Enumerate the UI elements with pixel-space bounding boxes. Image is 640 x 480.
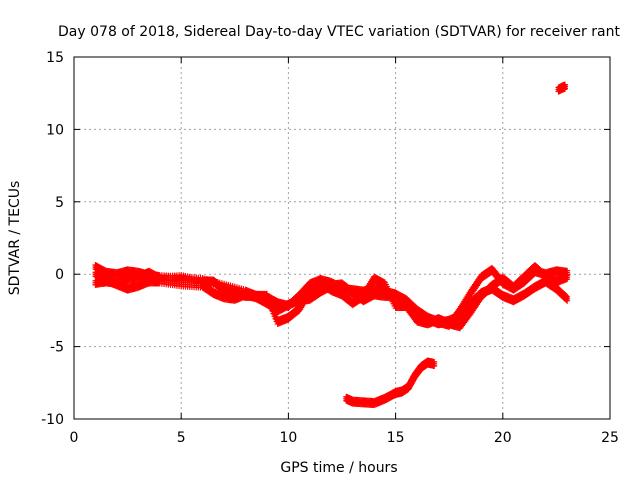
y-axis-label: SDTVAR / TECUs (7, 181, 23, 296)
y-tick-label: 5 (55, 195, 64, 211)
chart-title: Day 078 of 2018, Sidereal Day-to-day VTE… (58, 24, 620, 40)
data-point (431, 362, 438, 369)
y-tick-label: 10 (46, 122, 64, 138)
x-tick-label: 20 (494, 430, 512, 446)
data-point (564, 297, 571, 304)
plot-frame (73, 56, 611, 420)
axis-ticks (73, 56, 611, 420)
x-axis-label: GPS time / hours (280, 460, 397, 476)
data-point (563, 296, 570, 303)
data-point (561, 85, 568, 92)
data-points (92, 81, 571, 409)
x-tick-label: 5 (177, 430, 186, 446)
x-tick-label: 0 (70, 430, 79, 446)
x-tick-label: 15 (387, 430, 405, 446)
grid-lines (74, 57, 610, 419)
series-track-4 (343, 357, 438, 409)
data-point (564, 276, 571, 283)
series-track-5 (555, 81, 568, 95)
x-tick-label: 25 (601, 430, 619, 446)
y-tick-label: -5 (50, 340, 64, 356)
series-track-3 (92, 261, 571, 332)
y-tick-label: 15 (46, 50, 64, 66)
y-tick-label: -10 (41, 412, 64, 428)
tick-labels: 0 5 10 15 20 25 -10 -5 0 5 10 15 (41, 50, 619, 446)
y-tick-label: 0 (55, 267, 64, 283)
x-tick-label: 10 (279, 430, 297, 446)
